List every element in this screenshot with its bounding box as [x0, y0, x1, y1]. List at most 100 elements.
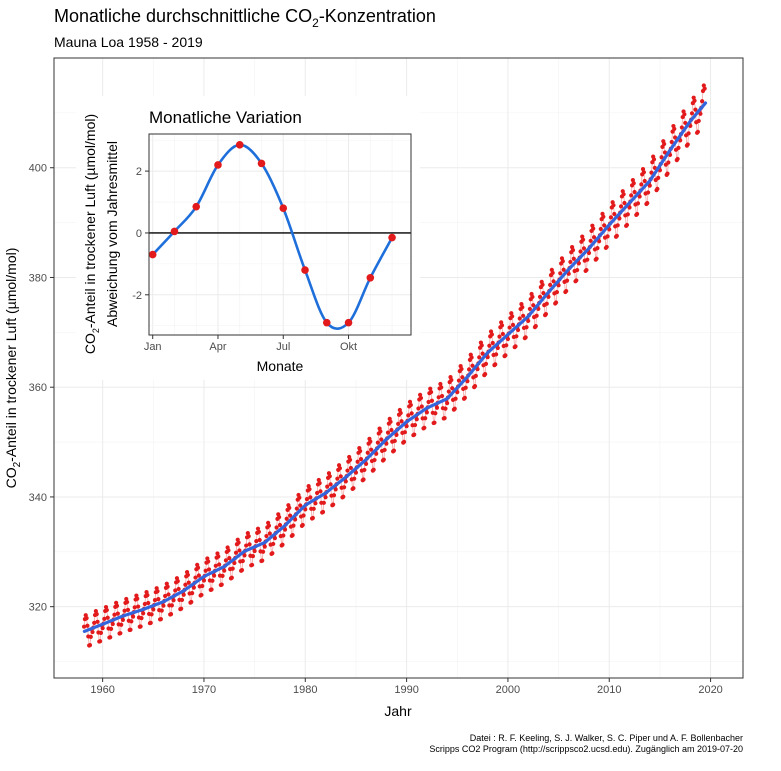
monthly-point: [477, 355, 482, 360]
monthly-point: [396, 421, 401, 426]
monthly-point: [497, 334, 502, 339]
monthly-point: [479, 343, 484, 348]
monthly-point: [236, 540, 241, 545]
monthly-point: [343, 479, 348, 484]
monthly-point: [151, 607, 156, 612]
monthly-point: [406, 413, 411, 418]
monthly-point: [85, 623, 90, 628]
monthly-point: [584, 267, 589, 273]
monthly-point: [614, 233, 619, 238]
monthly-point: [470, 363, 475, 368]
monthly-point: [449, 377, 454, 383]
monthly-point: [152, 598, 158, 603]
inset-y-tick-label: -2: [132, 290, 142, 302]
monthly-point: [348, 465, 353, 471]
monthly-point: [365, 450, 370, 455]
monthly-point: [494, 352, 499, 357]
monthly-point: [414, 417, 419, 422]
monthly-point: [282, 527, 288, 532]
monthly-point: [271, 541, 276, 547]
seasonal-point: [235, 141, 244, 149]
inset-monthly-variation: Monatliche Variation Jan Apr Jul Okt -2 0 2 M…: [76, 96, 420, 380]
monthly-point: [146, 600, 151, 606]
monthly-point: [493, 362, 498, 367]
monthly-point: [533, 324, 538, 329]
monthly-point: [679, 125, 684, 130]
monthly-point: [424, 410, 429, 415]
monthly-point: [122, 608, 127, 613]
x-tick-label: 2000: [496, 684, 520, 696]
monthly-point: [200, 583, 205, 589]
monthly-point: [523, 335, 528, 340]
monthly-point: [385, 430, 391, 435]
monthly-point: [625, 212, 630, 217]
monthly-point: [141, 611, 146, 616]
monthly-point: [505, 336, 511, 342]
monthly-point: [119, 622, 124, 627]
monthly-point: [102, 616, 107, 621]
monthly-point: [294, 506, 299, 511]
monthly-point: [391, 448, 397, 453]
monthly-point: [90, 629, 95, 635]
x-tick-label: 2020: [698, 684, 722, 696]
monthly-point: [250, 553, 256, 559]
monthly-point: [433, 411, 438, 416]
monthly-point: [568, 259, 573, 265]
monthly-point: [574, 278, 579, 283]
monthly-point: [553, 300, 559, 305]
monthly-point: [551, 279, 556, 284]
monthly-point: [407, 399, 413, 404]
monthly-point: [500, 331, 505, 337]
monthly-point: [429, 398, 435, 403]
monthly-point: [439, 393, 445, 399]
monthly-point: [702, 86, 707, 91]
monthly-point: [524, 325, 529, 330]
monthly-point: [237, 548, 242, 553]
monthly-point: [274, 525, 279, 530]
monthly-point: [558, 271, 563, 276]
monthly-point: [469, 355, 474, 360]
monthly-point: [585, 257, 590, 262]
monthly-point: [323, 495, 328, 500]
monthly-point: [401, 439, 407, 444]
monthly-point: [651, 157, 657, 162]
monthly-point: [622, 200, 627, 206]
monthly-point: [575, 267, 580, 273]
monthly-point: [171, 598, 176, 603]
monthly-point: [495, 345, 500, 351]
monthly-point: [168, 611, 174, 617]
monthly-point: [281, 533, 286, 538]
monthly-point: [267, 531, 272, 536]
monthly-point: [466, 367, 472, 372]
monthly-point: [328, 482, 333, 487]
seasonal-point: [148, 250, 157, 259]
monthly-point: [693, 107, 698, 112]
monthly-point: [450, 386, 455, 391]
monthly-point: [114, 603, 120, 608]
monthly-point: [588, 238, 593, 243]
monthly-point: [621, 192, 626, 197]
monthly-point: [230, 566, 235, 571]
monthly-point: [368, 439, 373, 444]
monthly-point: [402, 430, 408, 435]
monthly-point: [181, 592, 186, 597]
monthly-point: [695, 129, 701, 134]
monthly-point: [199, 592, 204, 598]
monthly-point: [591, 235, 597, 240]
monthly-point: [239, 567, 245, 573]
seasonal-point: [192, 202, 201, 211]
monthly-point: [220, 573, 225, 578]
monthly-point: [408, 402, 413, 408]
monthly-point: [675, 156, 680, 162]
monthly-point: [428, 386, 433, 391]
monthly-point: [165, 584, 170, 589]
monthly-point: [203, 568, 208, 573]
monthly-point: [540, 282, 545, 287]
monthly-point: [219, 582, 224, 587]
monthly-point: [317, 481, 322, 486]
monthly-point: [520, 305, 525, 310]
monthly-point: [639, 182, 644, 187]
monthly-point: [159, 608, 164, 613]
monthly-point: [683, 120, 688, 126]
monthly-point: [416, 406, 421, 411]
